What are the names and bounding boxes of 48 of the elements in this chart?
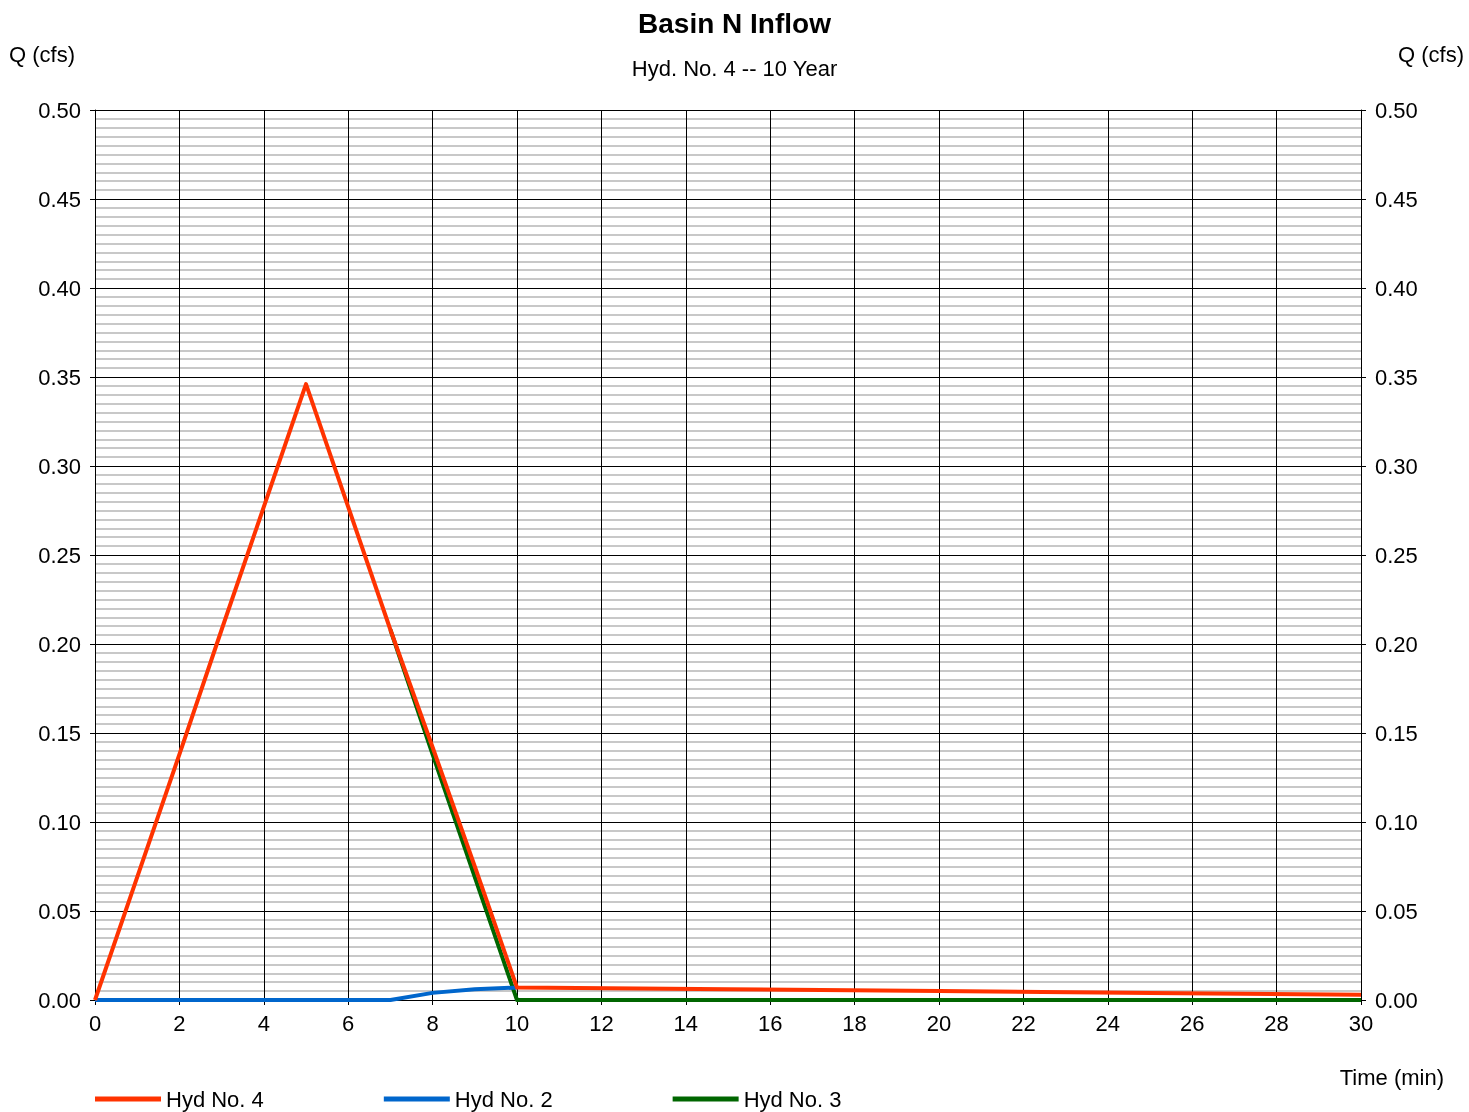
x-tick-label: 22 (1011, 1010, 1036, 1036)
y-tick-label: 0.50 (38, 97, 81, 123)
x-tick-label: 20 (926, 1010, 952, 1036)
x-tick-label: 4 (257, 1010, 270, 1036)
y-tick-label: 0.20 (38, 631, 81, 657)
x-tick-label: 0 (88, 1010, 102, 1036)
chart-subtitle: Hyd. No. 4 -- 10 Year (631, 55, 838, 81)
y-tick-label: 0.30 (38, 453, 81, 479)
x-tick-label: 8 (426, 1010, 439, 1036)
y-tick-label: 0.25 (38, 542, 81, 568)
y-tick-label: 0.40 (38, 275, 81, 301)
line-series (93, 985, 519, 1002)
chart-title: Basin N Inflow (638, 7, 832, 39)
y-tick-label: 0.05 (38, 898, 81, 924)
y-tick-label: 0.10 (38, 809, 81, 835)
y-tick-label: 0.00 (38, 987, 81, 1013)
y2-axis-title: Q (cfs) (1398, 41, 1465, 67)
x-tick-label: 28 (1264, 1010, 1289, 1036)
y-tick-label: 0.45 (38, 186, 81, 212)
y2-tick-label: 0.10 (1375, 809, 1418, 835)
x-tick-label: 14 (673, 1010, 699, 1036)
x-tick-label: 24 (1095, 1010, 1121, 1036)
x-tick-label: 30 (1348, 1010, 1374, 1036)
y2-tick-label: 0.35 (1375, 364, 1418, 390)
x-tick-label: 10 (504, 1010, 530, 1036)
y2-tick-label: 0.50 (1375, 97, 1418, 123)
y2-tick-label: 0.20 (1375, 631, 1418, 657)
line-series (93, 382, 1363, 1002)
y2-tick-label: 0.25 (1375, 542, 1418, 568)
legend-label: Hyd No. 4 (166, 1086, 264, 1112)
x-tick-label: 6 (342, 1010, 355, 1036)
y-tick-label: 0.15 (38, 720, 81, 746)
y2-tick-label: 0.30 (1375, 453, 1418, 479)
y2-tick-label: 0.05 (1375, 898, 1418, 924)
y2-tick-label: 0.45 (1375, 186, 1418, 212)
legend-label: Hyd No. 3 (743, 1086, 842, 1112)
x-tick-label: 12 (589, 1010, 614, 1036)
x-tick-label: 16 (757, 1010, 783, 1036)
x-tick-label: 18 (842, 1010, 867, 1036)
x-tick-label: 2 (173, 1010, 186, 1036)
y-tick-label: 0.35 (38, 364, 81, 390)
x-axis-title: Time (min) (1339, 1064, 1445, 1090)
y2-tick-label: 0.40 (1375, 275, 1418, 301)
x-tick-label: 26 (1179, 1010, 1205, 1036)
legend-label: Hyd No. 2 (454, 1086, 553, 1112)
y2-tick-label: 0.15 (1375, 720, 1418, 746)
y-axis-title: Q (cfs) (9, 41, 75, 67)
y2-tick-label: 0.00 (1375, 987, 1418, 1013)
